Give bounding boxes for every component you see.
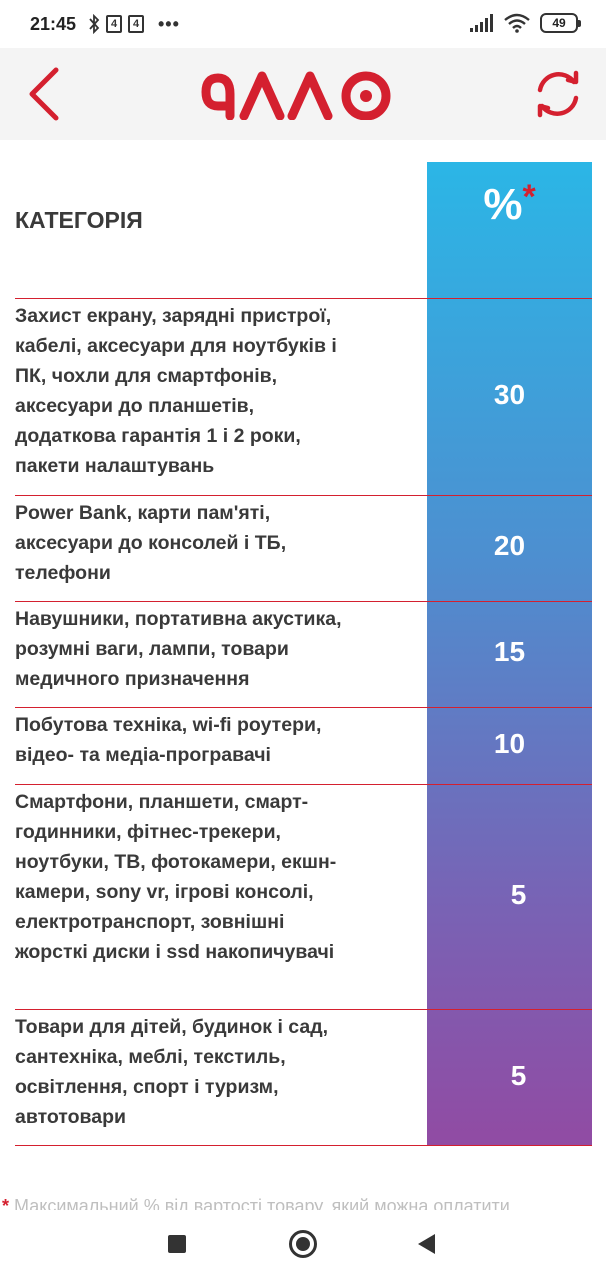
allo-logo-icon xyxy=(201,71,391,121)
app-header xyxy=(0,48,606,140)
battery-icon: 49 xyxy=(540,13,581,33)
percent-column-background xyxy=(427,162,592,1146)
signal-icon xyxy=(470,14,493,32)
more-dots-icon: ••• xyxy=(158,14,180,34)
status-right-icons: 49 xyxy=(470,13,581,33)
recent-apps-button[interactable] xyxy=(168,1235,186,1253)
home-button[interactable] xyxy=(289,1230,317,1258)
percent-header: %* xyxy=(427,178,592,230)
category-cell: Побутова техніка, wi-fi роутери, відео- … xyxy=(15,714,322,766)
sim-icon: 4 xyxy=(128,15,144,33)
row-divider xyxy=(15,495,592,496)
wifi-icon xyxy=(504,13,530,33)
table-row: Побутова техніка, wi-fi роутери, відео- … xyxy=(15,708,592,784)
category-cell: Товари для дітей, будинок і сад, сантехн… xyxy=(15,1016,328,1128)
row-divider xyxy=(15,784,592,785)
allo-logo xyxy=(200,68,400,121)
table-row: Навушники, портативна акустика, розумні … xyxy=(15,602,592,707)
system-nav-bar xyxy=(0,1210,606,1280)
category-cell: Захист екрану, зарядні пристрої, кабелі,… xyxy=(15,305,337,477)
category-cell: Смартфони, планшети, смарт-годинники, фі… xyxy=(15,791,337,963)
row-divider xyxy=(15,707,592,708)
status-time: 21:45 xyxy=(30,14,77,34)
sim-icon: 4 xyxy=(106,15,122,33)
percent-cell: 5 xyxy=(510,1060,527,1091)
category-cell: Навушники, портативна акустика, розумні … xyxy=(15,608,342,690)
row-divider xyxy=(15,298,592,299)
row-divider xyxy=(15,1009,592,1010)
status-left-icons: 4 4 ••• xyxy=(88,14,180,34)
refresh-icon xyxy=(537,70,579,118)
bluetooth-icon xyxy=(89,14,100,34)
percent-cell: 5 xyxy=(510,879,527,910)
percent-cell: 10 xyxy=(493,728,526,759)
percent-cell: 30 xyxy=(493,379,526,410)
category-cell: Power Bank, карти пам'яті, аксесуари до … xyxy=(15,502,287,584)
footnote-star: * xyxy=(2,1196,10,1216)
row-divider xyxy=(15,601,592,602)
refresh-button[interactable] xyxy=(530,66,586,122)
percent-header-star: * xyxy=(522,178,536,216)
percent-cell: 15 xyxy=(493,636,526,667)
category-header: КАТЕГОРІЯ xyxy=(15,207,143,233)
status-bar: 21:45 4 4 ••• 49 xyxy=(0,0,606,48)
table-row: Захист екрану, зарядні пристрої, кабелі,… xyxy=(15,299,592,495)
table-row: Смартфони, планшети, смарт-годинники, фі… xyxy=(15,785,592,1009)
percent-cell: 20 xyxy=(493,530,526,561)
back-button[interactable] xyxy=(22,64,72,124)
table-row: Power Bank, карти пам'яті, аксесуари до … xyxy=(15,496,592,601)
system-back-button[interactable] xyxy=(418,1234,435,1254)
chevron-left-icon xyxy=(29,67,59,121)
table-row: Товари для дітей, будинок і сад, сантехн… xyxy=(15,1010,592,1145)
percent-header-sign: % xyxy=(483,180,523,229)
row-divider xyxy=(15,1145,592,1146)
